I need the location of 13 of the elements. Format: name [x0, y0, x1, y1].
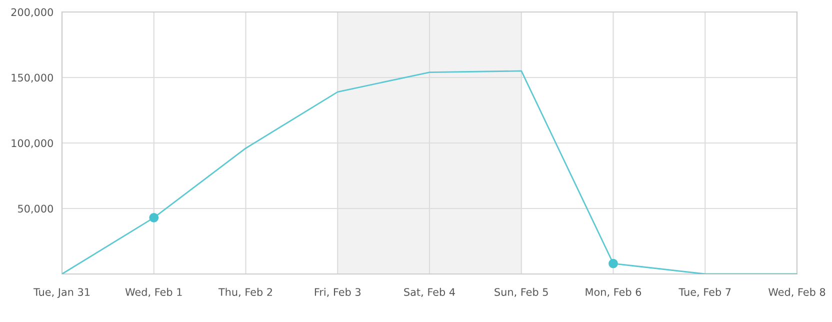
x-tick-label: Wed, Feb 1: [125, 288, 182, 298]
x-tick-label: Wed, Feb 8: [768, 288, 826, 298]
x-tick-label: Tue, Feb 7: [678, 288, 731, 298]
y-tick-label: 50,000: [18, 204, 53, 214]
y-tick-label: 200,000: [11, 8, 53, 18]
x-tick-label: Mon, Feb 6: [586, 288, 642, 298]
x-tick-label: Thu, Feb 2: [218, 288, 272, 298]
y-tick-label: 100,000: [12, 139, 53, 148]
x-tick-label: Tue, Jan 31: [33, 288, 90, 298]
y-tick-label: 150,000: [12, 74, 53, 83]
x-tick-label: Sat, Feb 4: [404, 288, 455, 298]
x-tick-label: Fri, Feb 3: [314, 288, 360, 298]
x-tick-label: Sun, Feb 5: [494, 288, 548, 298]
